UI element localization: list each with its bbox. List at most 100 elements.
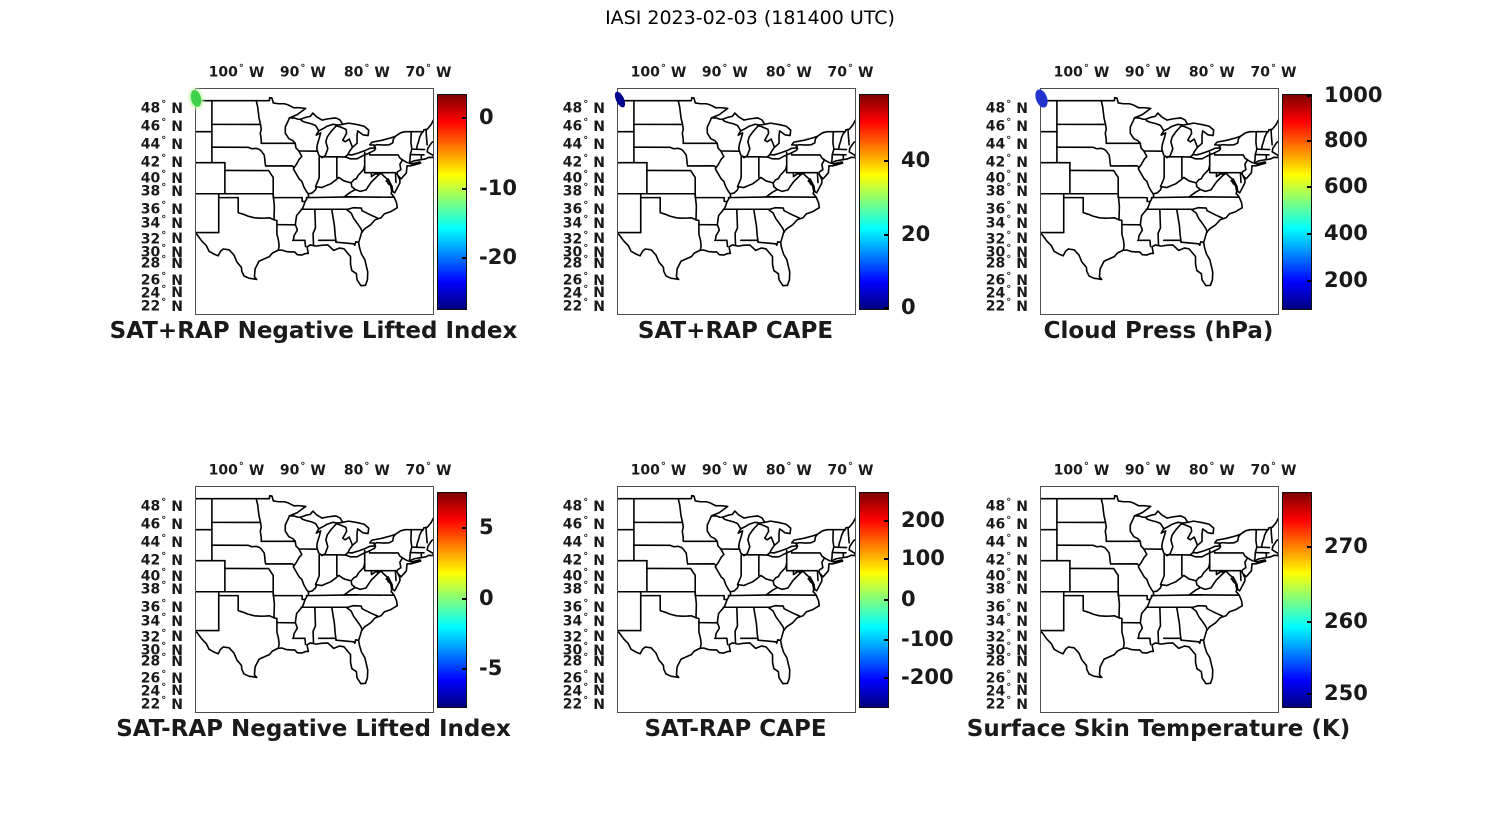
colorbar: 1000 800 600 400 200 (1282, 83, 1412, 313)
degree-symbol: ° (1270, 63, 1276, 74)
boundary-line (1138, 541, 1153, 638)
boundary-line (838, 132, 845, 150)
boundary-line (301, 120, 319, 131)
colorbar: 270 260 250 (1282, 486, 1412, 711)
panel-title: Surface Skin Temperature (K) (966, 716, 1351, 742)
boundary-line (308, 564, 364, 592)
hemisphere-letter: N (171, 272, 183, 289)
tick-value: 40 (562, 170, 583, 187)
tick-value: 28 (985, 654, 1006, 671)
hemisphere-letter: N (593, 136, 605, 153)
tick-value: 28 (562, 654, 583, 671)
boundary-line (1254, 149, 1257, 163)
boundary-line (1160, 157, 1164, 187)
tick-value: 24 (985, 285, 1006, 302)
lat-tick-label: 22° N (986, 298, 1028, 314)
lat-tick-label: 36° N (986, 201, 1028, 217)
degree-symbol: ° (1006, 669, 1012, 681)
boundary-line (1271, 129, 1272, 145)
degree-symbol: ° (1006, 153, 1012, 165)
boundary-line (768, 209, 784, 232)
tick-value: 32 (985, 231, 1006, 248)
tick-value: 70 (1250, 462, 1270, 479)
boundary-line (707, 118, 717, 143)
tick-value: 40 (140, 170, 161, 187)
lat-tick-label: 46° N (563, 516, 605, 532)
tick-value: 100 (208, 462, 238, 479)
boundary-line (773, 183, 777, 190)
degree-symbol: ° (161, 497, 167, 509)
tick-value: 70 (827, 462, 847, 479)
degree-symbol: ° (583, 182, 589, 194)
boundary-line (332, 607, 336, 640)
lat-tick-label: 24° N (141, 284, 183, 300)
lon-tick-label: 70° W (405, 64, 451, 80)
boundary-line (1064, 198, 1124, 250)
hemisphere-letter: N (171, 118, 183, 135)
lat-tick-label: 42° N (563, 154, 605, 170)
tick-value: 28 (140, 654, 161, 671)
tick-value: 80 (343, 462, 364, 479)
boundary-line (715, 638, 728, 644)
boundary-line (409, 547, 412, 561)
lat-tick-label: 44° N (986, 534, 1028, 550)
degree-symbol: ° (1006, 515, 1012, 527)
degree-symbol: ° (1006, 168, 1012, 180)
boundary-line (1130, 516, 1140, 541)
colorbar-tick-mark (1307, 139, 1312, 142)
colorbar-gradient (859, 94, 889, 310)
colorbar: 200 100 0 -100 -200 (859, 486, 989, 711)
colorbar-tick-label: 1000 (1324, 83, 1383, 108)
boundary-line (1111, 166, 1139, 168)
boundary-line (1070, 568, 1118, 595)
lat-tick-label: 46° N (141, 516, 183, 532)
boundary-line (1101, 101, 1106, 144)
hemisphere-letter: N (171, 202, 183, 219)
boundary-line (1193, 546, 1220, 553)
longitude-axis: 100° W 90° W 80° W 70° W (195, 60, 452, 84)
boundary-line (1261, 132, 1268, 150)
map-plot (617, 486, 856, 713)
boundary-line (1138, 240, 1151, 246)
tick-value: 28 (985, 256, 1006, 273)
tick-value: 48 (140, 498, 161, 515)
degree-symbol: ° (1006, 283, 1012, 295)
degree-symbol: ° (1006, 297, 1012, 309)
hemisphere-letter: N (171, 298, 183, 315)
tick-value: 40 (985, 568, 1006, 585)
boundary-line (723, 518, 741, 529)
degree-symbol: ° (1270, 461, 1276, 472)
degree-symbol: ° (1006, 182, 1012, 194)
lat-tick-label: 38° N (986, 183, 1028, 199)
tick-value: 38 (985, 582, 1006, 599)
degree-symbol: ° (300, 63, 306, 74)
boundary-line (678, 499, 683, 542)
hemisphere-letter: W (796, 462, 812, 479)
degree-symbol: ° (1006, 611, 1012, 623)
boundary-line (715, 541, 730, 638)
latitude-axis: 48° N 46° N 44° N 42° N 40° N 38° N 36° N 34° N 32° N 30° N… (974, 486, 1032, 712)
tick-value: 22 (140, 696, 161, 713)
lon-tick-label: 70° W (1250, 64, 1296, 80)
boundary-line (1247, 160, 1252, 163)
boundary-line (319, 638, 359, 643)
degree-symbol: ° (1006, 627, 1012, 639)
boundary-line (1153, 166, 1209, 194)
degree-symbol: ° (583, 681, 589, 693)
colorbar-tick-mark (462, 257, 467, 260)
tick-value: 70 (405, 64, 425, 81)
boundary-line (402, 558, 407, 561)
panel-sat-minus-rap-cape: 100° W 90° W 80° W 70° W 48° N 46° N 44° N 42° N 40° N 38… (563, 462, 954, 743)
degree-symbol: ° (583, 135, 589, 147)
degree-symbol: ° (1006, 551, 1012, 563)
hemisphere-letter: W (857, 462, 874, 479)
boundary-line (1191, 607, 1207, 630)
boundary-line (1254, 547, 1257, 561)
boundary-line (723, 208, 799, 218)
tick-value: 36 (562, 600, 583, 617)
colorbar-tick-mark (884, 638, 889, 641)
hemisphere-letter: N (1016, 670, 1028, 687)
lat-tick-label: 46° N (986, 118, 1028, 134)
boundary-line (1101, 499, 1106, 542)
tick-value: 46 (985, 516, 1006, 533)
